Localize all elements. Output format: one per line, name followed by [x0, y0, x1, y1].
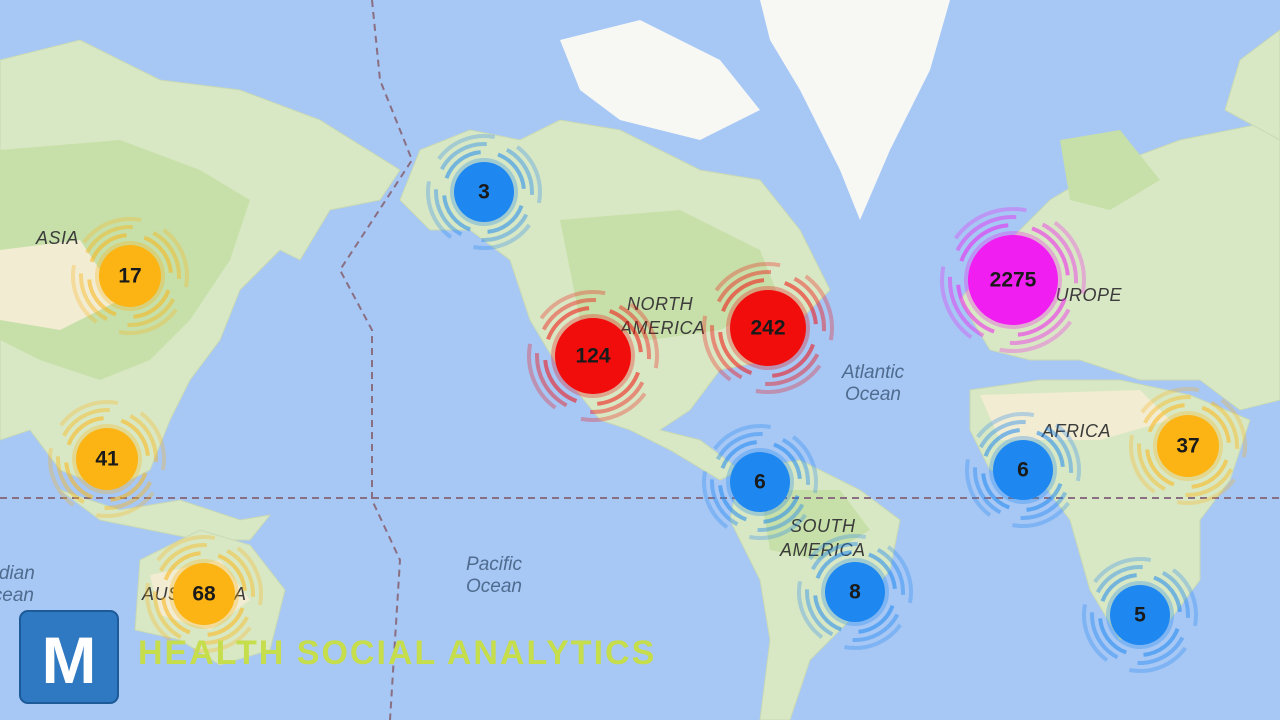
cluster-ring: [981, 428, 1065, 512]
cluster-marker: [555, 318, 631, 394]
logo-box: [19, 610, 119, 704]
cluster[interactable]: 68: [124, 514, 283, 673]
cluster-ring: [442, 150, 526, 234]
cluster-count: 2275: [990, 269, 1037, 292]
cluster-ring: [710, 432, 810, 532]
cluster-marker: [730, 452, 790, 512]
continent-label: NORTH: [627, 294, 694, 314]
cluster-ring: [161, 551, 247, 637]
cluster-ring: [718, 440, 802, 524]
cluster-marker: [730, 290, 806, 366]
cluster[interactable]: 242: [679, 239, 858, 418]
dateline: [338, 0, 414, 720]
cluster-count: 8: [849, 581, 861, 604]
continent-label: AFRICA: [1041, 421, 1111, 441]
cluster-count: 3: [478, 181, 490, 204]
ocean-label: Ocean: [466, 576, 522, 597]
cluster[interactable]: 17: [50, 196, 209, 355]
cluster-ring: [948, 215, 1078, 345]
cluster-marker: [99, 245, 161, 307]
cluster[interactable]: 2275: [914, 181, 1112, 379]
cluster-layer: 3 17 41 68 124 242 2275 6 6 37 8 5: [27, 114, 1247, 693]
cluster-ring: [1082, 557, 1198, 673]
cluster-ring: [940, 207, 1086, 353]
cluster-ring: [973, 420, 1073, 520]
cluster-ring: [718, 278, 818, 378]
cluster[interactable]: 8: [777, 514, 933, 670]
cluster-count: 6: [1017, 459, 1029, 482]
cluster-ring: [145, 535, 263, 653]
cluster[interactable]: 5: [1062, 537, 1218, 693]
cluster[interactable]: 6: [682, 404, 838, 560]
cluster-ring: [965, 412, 1081, 528]
cluster-count: 124: [575, 345, 610, 368]
continent-label: SOUTH: [790, 516, 856, 536]
ocean-label: Atlantic: [841, 362, 905, 383]
cluster-ring: [1145, 403, 1231, 489]
cluster-marker: [76, 428, 138, 490]
cluster[interactable]: 41: [27, 379, 186, 538]
cluster-ring: [543, 306, 643, 406]
cluster-ring: [1098, 573, 1182, 657]
cluster-marker: [993, 440, 1053, 500]
cluster-ring: [71, 217, 189, 335]
cluster-ring: [79, 225, 181, 327]
cluster-ring: [64, 416, 150, 502]
ocean-label: Pacific: [466, 554, 522, 575]
cluster-ring: [1090, 565, 1190, 665]
cluster-ring: [535, 298, 651, 414]
ocean-label: Ocean: [845, 384, 901, 405]
cluster-marker: [1157, 415, 1219, 477]
cluster-marker: [968, 235, 1058, 325]
cluster-ring: [702, 424, 818, 540]
brand-title: HEALTH SOCIAL ANALYTICS: [138, 634, 656, 672]
cluster[interactable]: 3: [406, 114, 562, 270]
cluster-ring: [47, 400, 166, 518]
cluster-count: 41: [95, 448, 119, 471]
cluster-ring: [797, 534, 913, 650]
cluster-marker: [825, 562, 885, 622]
cluster-ring: [527, 290, 659, 422]
cluster-count: 242: [750, 317, 785, 340]
continent-label: AMERICA: [619, 318, 706, 338]
cluster-count: 68: [192, 583, 216, 606]
ocean-label: Ocean: [0, 585, 34, 606]
cluster-ring: [87, 233, 173, 319]
ocean-label: Indian: [0, 563, 35, 584]
cluster-ring: [153, 543, 255, 645]
branding: M HEALTH SOCIAL ANALYTICS: [19, 610, 656, 704]
cluster-count: 6: [754, 471, 766, 494]
cluster-count: 17: [118, 265, 141, 288]
continent-label: ASIA: [35, 228, 79, 248]
cluster-ring: [56, 408, 159, 510]
cluster-marker: [173, 563, 235, 625]
cluster-count: 37: [1176, 435, 1199, 458]
cluster-marker: [1110, 585, 1170, 645]
cluster[interactable]: 6: [945, 392, 1101, 548]
cluster[interactable]: 124: [504, 267, 683, 446]
cluster-ring: [956, 223, 1070, 337]
cluster-ring: [702, 262, 834, 394]
cluster-ring: [813, 550, 897, 634]
cluster-ring: [805, 542, 905, 642]
cluster-marker: [454, 162, 514, 222]
cluster-ring: [434, 142, 534, 242]
cluster-ring: [426, 134, 542, 250]
cluster-ring: [710, 270, 826, 386]
cluster-count: 5: [1134, 604, 1146, 627]
logo-letter: M: [42, 623, 97, 697]
cluster-ring: [1137, 395, 1239, 497]
